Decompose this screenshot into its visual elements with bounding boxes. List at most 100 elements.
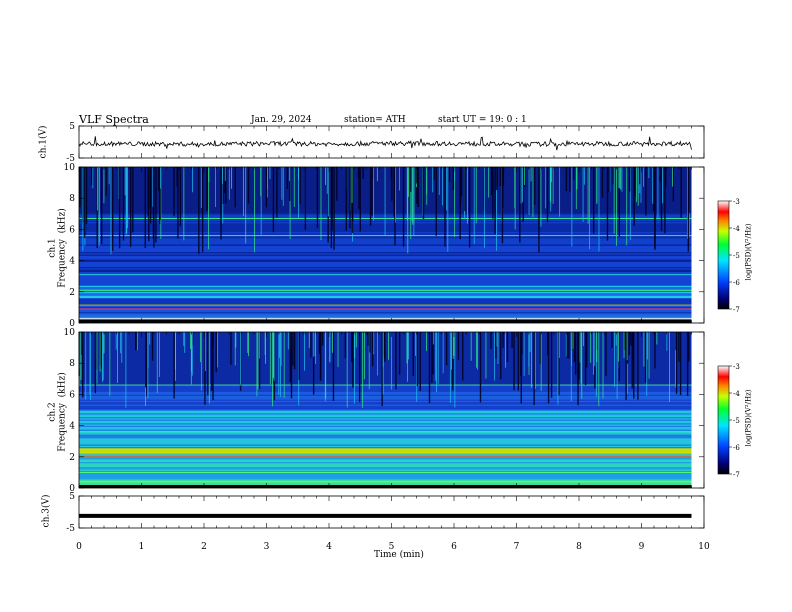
colorbar	[717, 200, 730, 310]
spectrogram-band	[79, 369, 692, 371]
spectrogram-band	[79, 414, 692, 416]
spectrogram-band	[79, 396, 692, 399]
spectrogram-band	[79, 290, 692, 292]
spectrogram-band	[79, 375, 692, 378]
spectrogram-band	[79, 251, 692, 254]
spectrogram-band	[79, 293, 692, 295]
spectrogram-band	[79, 398, 692, 400]
spectrogram-band	[79, 399, 692, 401]
spectrogram-band	[79, 423, 692, 425]
spectrogram-band	[79, 428, 692, 430]
spectrogram-band	[79, 450, 692, 453]
ch2-spectrogram-ylabel: ch.2 Frequency (kHz)	[47, 372, 68, 452]
spectrogram-band	[79, 381, 692, 384]
colorbar-tick-label: -7	[733, 306, 740, 314]
spectrogram-band	[79, 473, 692, 475]
spectrogram-band	[79, 265, 692, 268]
spectrogram-band	[79, 431, 692, 434]
spectrogram-band	[79, 466, 692, 469]
colorbar-tick-label: -3	[733, 363, 740, 371]
spectrogram-band	[79, 443, 692, 445]
spectrogram-band	[79, 430, 692, 433]
spectrogram-band	[79, 406, 692, 409]
spectrogram-band	[79, 418, 692, 420]
y-tick-label: -5	[66, 524, 75, 534]
spectrogram-band	[79, 316, 692, 319]
spectrogram-band	[79, 241, 692, 244]
ch2-spectrogram-plot	[78, 332, 692, 489]
colorbar2-label: log(PSD)(V²/Hz)	[744, 389, 753, 447]
x-tick-label: 10	[698, 542, 710, 552]
spectrogram-band	[79, 400, 692, 403]
spectrogram-band	[79, 463, 692, 465]
spectrogram-band	[79, 434, 692, 436]
spectrogram-band	[79, 446, 692, 449]
x-tick-label: 4	[326, 542, 332, 552]
y-tick-label: -5	[66, 154, 75, 164]
spectrogram-band	[79, 424, 692, 426]
spectrogram-band	[79, 385, 692, 388]
spectrogram-band	[79, 303, 692, 305]
spectrogram-band	[79, 435, 692, 438]
spectrogram-band	[79, 240, 692, 243]
spectrogram-band	[79, 263, 692, 265]
spectrogram-band	[79, 386, 692, 389]
spectrogram-band	[79, 401, 692, 404]
colorbars: -3 -4 -5 -6 -7 -3 -4 -5 -6 -7	[717, 198, 740, 479]
spectrogram-band	[79, 455, 692, 457]
y-tick-label: 2	[69, 288, 75, 298]
spectrogram-band	[79, 483, 692, 485]
spectrogram-band	[79, 288, 692, 290]
spectrogram-band	[79, 420, 692, 423]
spectrogram-band	[79, 264, 692, 266]
spectrogram-band	[79, 419, 692, 421]
spectrogram-band	[79, 248, 692, 250]
colorbar1-label: log(PSD)(V²/Hz)	[744, 223, 753, 281]
spectrogram-band	[79, 379, 692, 381]
spectrogram-band	[79, 413, 692, 415]
spectrogram-band	[79, 408, 692, 410]
y-tick-label: 0	[69, 319, 75, 329]
spectrogram-band	[79, 460, 692, 462]
ch1-trace	[78, 136, 692, 151]
x-tick-label: 1	[139, 542, 145, 552]
spectrogram-band	[79, 478, 692, 480]
spectrogram-band	[79, 313, 692, 315]
spectrogram-band	[79, 476, 692, 479]
spectrogram-band	[79, 451, 692, 454]
spectrogram-band	[79, 475, 692, 477]
spectrogram-band	[79, 383, 692, 385]
spectrogram-band	[79, 250, 692, 253]
spectrogram-band	[79, 361, 692, 364]
spectrogram-band	[79, 300, 692, 302]
spectrogram-band	[79, 275, 692, 278]
ch1-spectrogram-ylabel: ch.1 Frequency (kHz)	[47, 208, 68, 288]
spectrogram-band	[79, 444, 692, 446]
spectrogram-band	[79, 374, 692, 376]
spectrogram-band	[79, 441, 692, 444]
spectrogram-band	[79, 245, 692, 248]
spectrogram-band	[79, 365, 692, 368]
spectrogram-band	[79, 449, 692, 451]
spectrogram-band	[79, 461, 692, 464]
spectrogram-band	[79, 470, 692, 472]
spectrogram-band	[79, 319, 692, 321]
spectrogram-band	[79, 254, 692, 256]
spectrogram-band	[79, 253, 692, 255]
y-tick-label: 10	[64, 328, 76, 338]
spectrogram-band	[79, 421, 692, 424]
spectrogram-band	[79, 445, 692, 448]
spectrogram-band	[79, 298, 692, 300]
spectrogram-band	[79, 284, 692, 286]
colorbar-tick-label: -6	[733, 444, 740, 452]
spectrogram-band	[79, 458, 692, 460]
y-tick-label: 10	[64, 163, 76, 173]
spectrogram-band	[79, 439, 692, 441]
spectrogram-band	[79, 236, 692, 239]
spectrogram-band	[79, 370, 692, 373]
x-tick-label: 0	[76, 542, 82, 552]
spectrogram-band	[79, 363, 692, 365]
spectrogram-band	[79, 390, 692, 393]
